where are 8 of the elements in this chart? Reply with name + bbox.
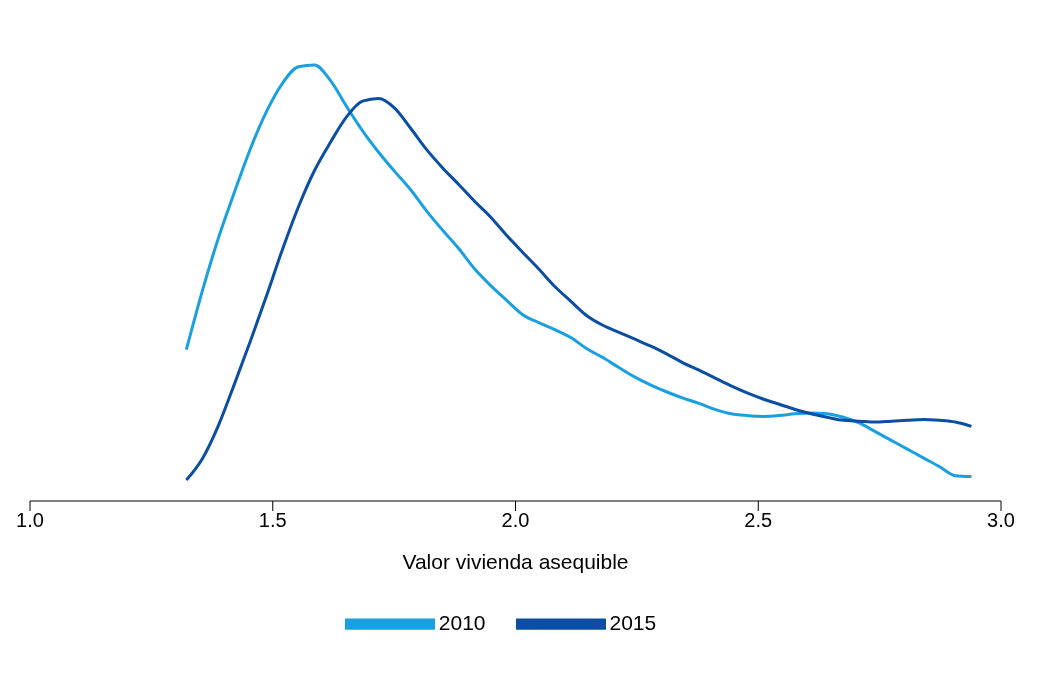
- x-tick-label: 2.5: [744, 509, 773, 532]
- x-tick-label: 2.0: [501, 509, 530, 532]
- legend-label: 2010: [438, 610, 486, 634]
- x-tick-label: 1.0: [16, 509, 44, 532]
- x-tick-label: 3.0: [987, 509, 1015, 532]
- legend-label: 2015: [609, 610, 657, 634]
- x-tick-label: 1.5: [258, 509, 287, 532]
- x-axis-title: Valor vivienda asequible: [402, 550, 629, 573]
